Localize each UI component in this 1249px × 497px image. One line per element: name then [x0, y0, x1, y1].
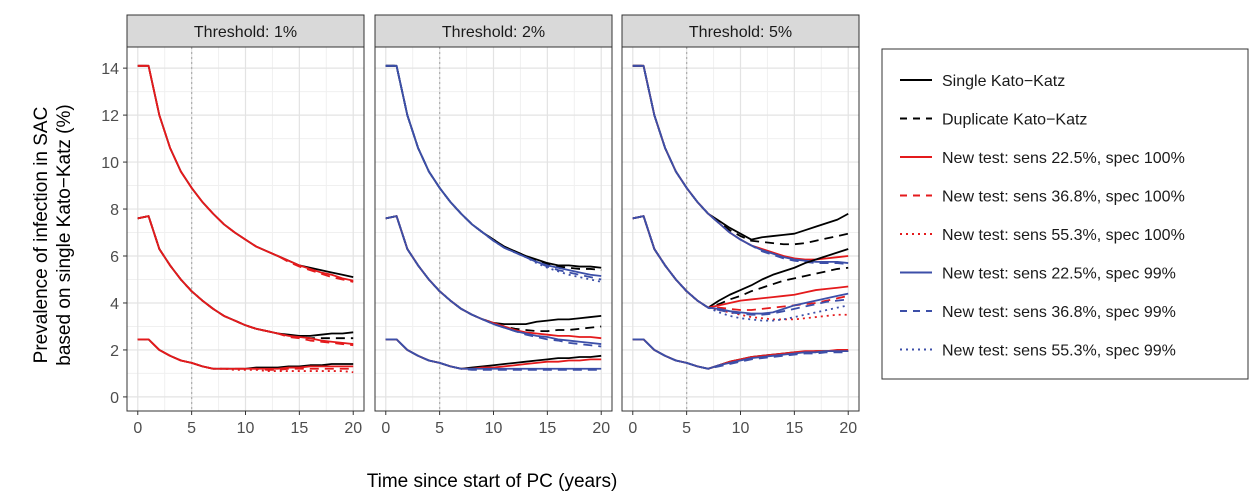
series-line	[137, 338, 354, 374]
y-tick-label: 8	[110, 202, 119, 219]
series-line	[137, 215, 354, 345]
series-line	[385, 64, 602, 283]
y-tick-label: 4	[110, 296, 119, 313]
panel-strip	[126, 14, 365, 48]
series-line	[632, 215, 849, 315]
y-tick-label: 6	[110, 249, 119, 266]
x-axis-title: Time since start of PC (years)	[367, 471, 618, 492]
y-tick-label: 14	[101, 61, 119, 78]
legend-label: Duplicate Kato−Katz	[942, 112, 1087, 129]
series-line	[385, 215, 602, 345]
x-tick-label: 0	[381, 420, 390, 437]
x-tick-label: 10	[485, 420, 503, 437]
panel-3: Threshold: 5% 0 5 10 15 20	[621, 14, 860, 437]
panel-2: Threshold: 2% 0 5 10 15 20	[374, 14, 613, 437]
x-tick-label: 15	[538, 420, 556, 437]
x-tick-label: 15	[785, 420, 803, 437]
panel-strip	[374, 14, 613, 48]
series-line	[632, 64, 849, 246]
y-tick-label: 2	[110, 343, 119, 360]
series-line	[632, 215, 849, 316]
y-axis-title-line1: Prevalence of infection in SAC	[31, 107, 52, 364]
series-line	[385, 64, 602, 271]
panel-1: Threshold: 1% 0 5 10 15 20 0 2 4 6 8 10 12 14	[101, 14, 365, 437]
legend-label: New test: sens 22.5%, spec 100%	[942, 150, 1185, 167]
series-line	[385, 338, 602, 371]
series-line	[632, 338, 849, 370]
y-tick-label: 10	[101, 155, 119, 172]
series-line	[632, 338, 849, 370]
legend: Single Kato−Katz Duplicate Kato−Katz New t…	[881, 48, 1249, 380]
x-tick-label: 20	[839, 420, 857, 437]
x-tick-label: 5	[435, 420, 444, 437]
x-tick-label: 20	[592, 420, 610, 437]
x-tick-label: 15	[290, 420, 308, 437]
series-line	[385, 338, 602, 370]
series-line	[632, 64, 849, 266]
legend-label: New test: sens 36.8%, spec 99%	[942, 304, 1176, 321]
legend-label: New test: sens 55.3%, spec 99%	[942, 343, 1176, 360]
y-tick-label: 0	[110, 390, 119, 407]
legend-label: Single Kato−Katz	[942, 73, 1065, 90]
series-line	[137, 338, 354, 371]
series-line	[137, 64, 354, 283]
x-tick-label: 20	[344, 420, 362, 437]
x-tick-label: 0	[628, 420, 637, 437]
x-tick-label: 10	[732, 420, 750, 437]
chart-panels: Threshold: 1%0 5 10 15 2002468101214Threshol…	[101, 14, 860, 437]
x-tick-label: 10	[237, 420, 255, 437]
x-tick-label: 5	[682, 420, 691, 437]
y-tick-label: 12	[101, 108, 119, 125]
legend-label: New test: sens 36.8%, spec 100%	[942, 189, 1185, 206]
legend-label: New test: sens 22.5%, spec 99%	[942, 266, 1176, 283]
series-line	[632, 215, 849, 311]
legend-label: New test: sens 55.3%, spec 100%	[942, 227, 1185, 244]
panel-title: Threshold: 1%	[194, 24, 297, 41]
panel-title: Threshold: 5%	[689, 24, 792, 41]
panel-title: Threshold: 2%	[442, 24, 545, 41]
x-tick-label: 0	[133, 420, 142, 437]
panel-strip	[621, 14, 860, 48]
x-tick-label: 5	[187, 420, 196, 437]
y-axis-title-line2: based on single Kato−Katz (%)	[54, 104, 75, 365]
legend-box	[881, 48, 1249, 380]
